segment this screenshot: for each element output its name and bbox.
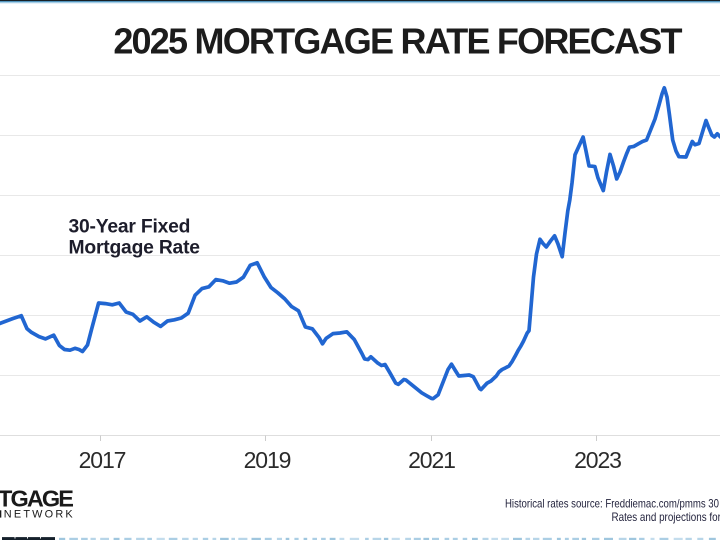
svg-text:Rates and projections for 2025: Rates and projections for 2025 [612,511,720,524]
svg-text:30-Year Fixed: 30-Year Fixed [69,217,191,238]
svg-text:2025 MORTGAGE RATE FORECAST: 2025 MORTGAGE RATE FORECAST [113,21,682,62]
svg-text:Mortgage Rate: Mortgage Rate [69,237,201,258]
svg-text:2021: 2021 [408,447,455,473]
svg-text:2023: 2023 [574,447,621,473]
svg-text:TGAGE: TGAGE [0,486,73,512]
svg-text:Historical rates source: Fredd: Historical rates source: Freddiemac.com/… [505,498,719,511]
svg-text:2017: 2017 [79,447,126,473]
svg-text:2019: 2019 [244,447,291,473]
svg-text:NETWORK: NETWORK [4,509,75,521]
